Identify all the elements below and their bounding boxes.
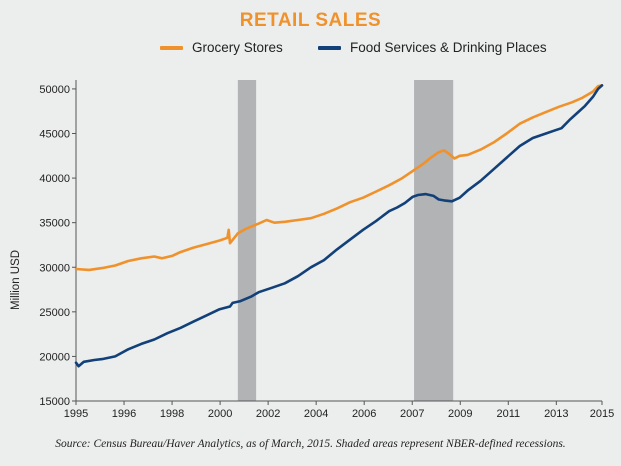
legend-item-grocery: Grocery Stores: [160, 40, 283, 55]
source-note: Source: Census Bureau/Haver Analytics, a…: [55, 438, 566, 450]
y-tick-label-40000: 40000: [39, 173, 70, 185]
series-line-food-services: [74, 84, 604, 368]
recession-band-1: [237, 80, 257, 401]
series-line-grocery-stores: [74, 84, 604, 272]
chart-title: RETAIL SALES: [239, 10, 382, 31]
y-tick-label-30000: 30000: [39, 262, 70, 274]
x-tick-label-2009-8: 2009: [448, 408, 472, 420]
legend-label-food-services: Food Services & Drinking Places: [350, 40, 547, 55]
x-tick-label-2000-3: 2000: [208, 408, 232, 420]
y-tick-label-35000: 35000: [39, 218, 70, 230]
y-tick-label-50000: 50000: [39, 84, 70, 96]
recession-band-2: [414, 80, 454, 401]
x-tick-label-2007-7: 2007: [400, 408, 424, 420]
legend-swatch-grocery: [160, 45, 183, 50]
x-tick-label-2002-4: 2002: [256, 408, 280, 420]
x-tick-label-2011-9: 2011: [496, 408, 520, 420]
plot-area: [76, 80, 602, 401]
x-tick-label-2006-6: 2006: [352, 408, 376, 420]
x-tick-label-1995-0: 1995: [64, 408, 88, 420]
y-tick-label-25000: 25000: [39, 307, 70, 319]
x-tick-label-1996-1: 1996: [112, 408, 136, 420]
legend: Grocery Stores Food Services & Drinking …: [0, 40, 621, 60]
y-tick-label-20000: 20000: [39, 351, 70, 363]
x-tick-label-2013-10: 2013: [544, 408, 568, 420]
x-tick-label-2015-11: 2015: [590, 408, 614, 420]
legend-swatch-food-services: [318, 45, 341, 50]
y-tick-label-45000: 45000: [39, 129, 70, 141]
y-tick-label-15000: 15000: [39, 396, 70, 408]
legend-item-food-services: Food Services & Drinking Places: [318, 40, 547, 55]
x-tick-label-1998-2: 1998: [160, 408, 184, 420]
legend-label-grocery: Grocery Stores: [192, 40, 283, 55]
x-tick-label-2004-5: 2004: [304, 408, 328, 420]
